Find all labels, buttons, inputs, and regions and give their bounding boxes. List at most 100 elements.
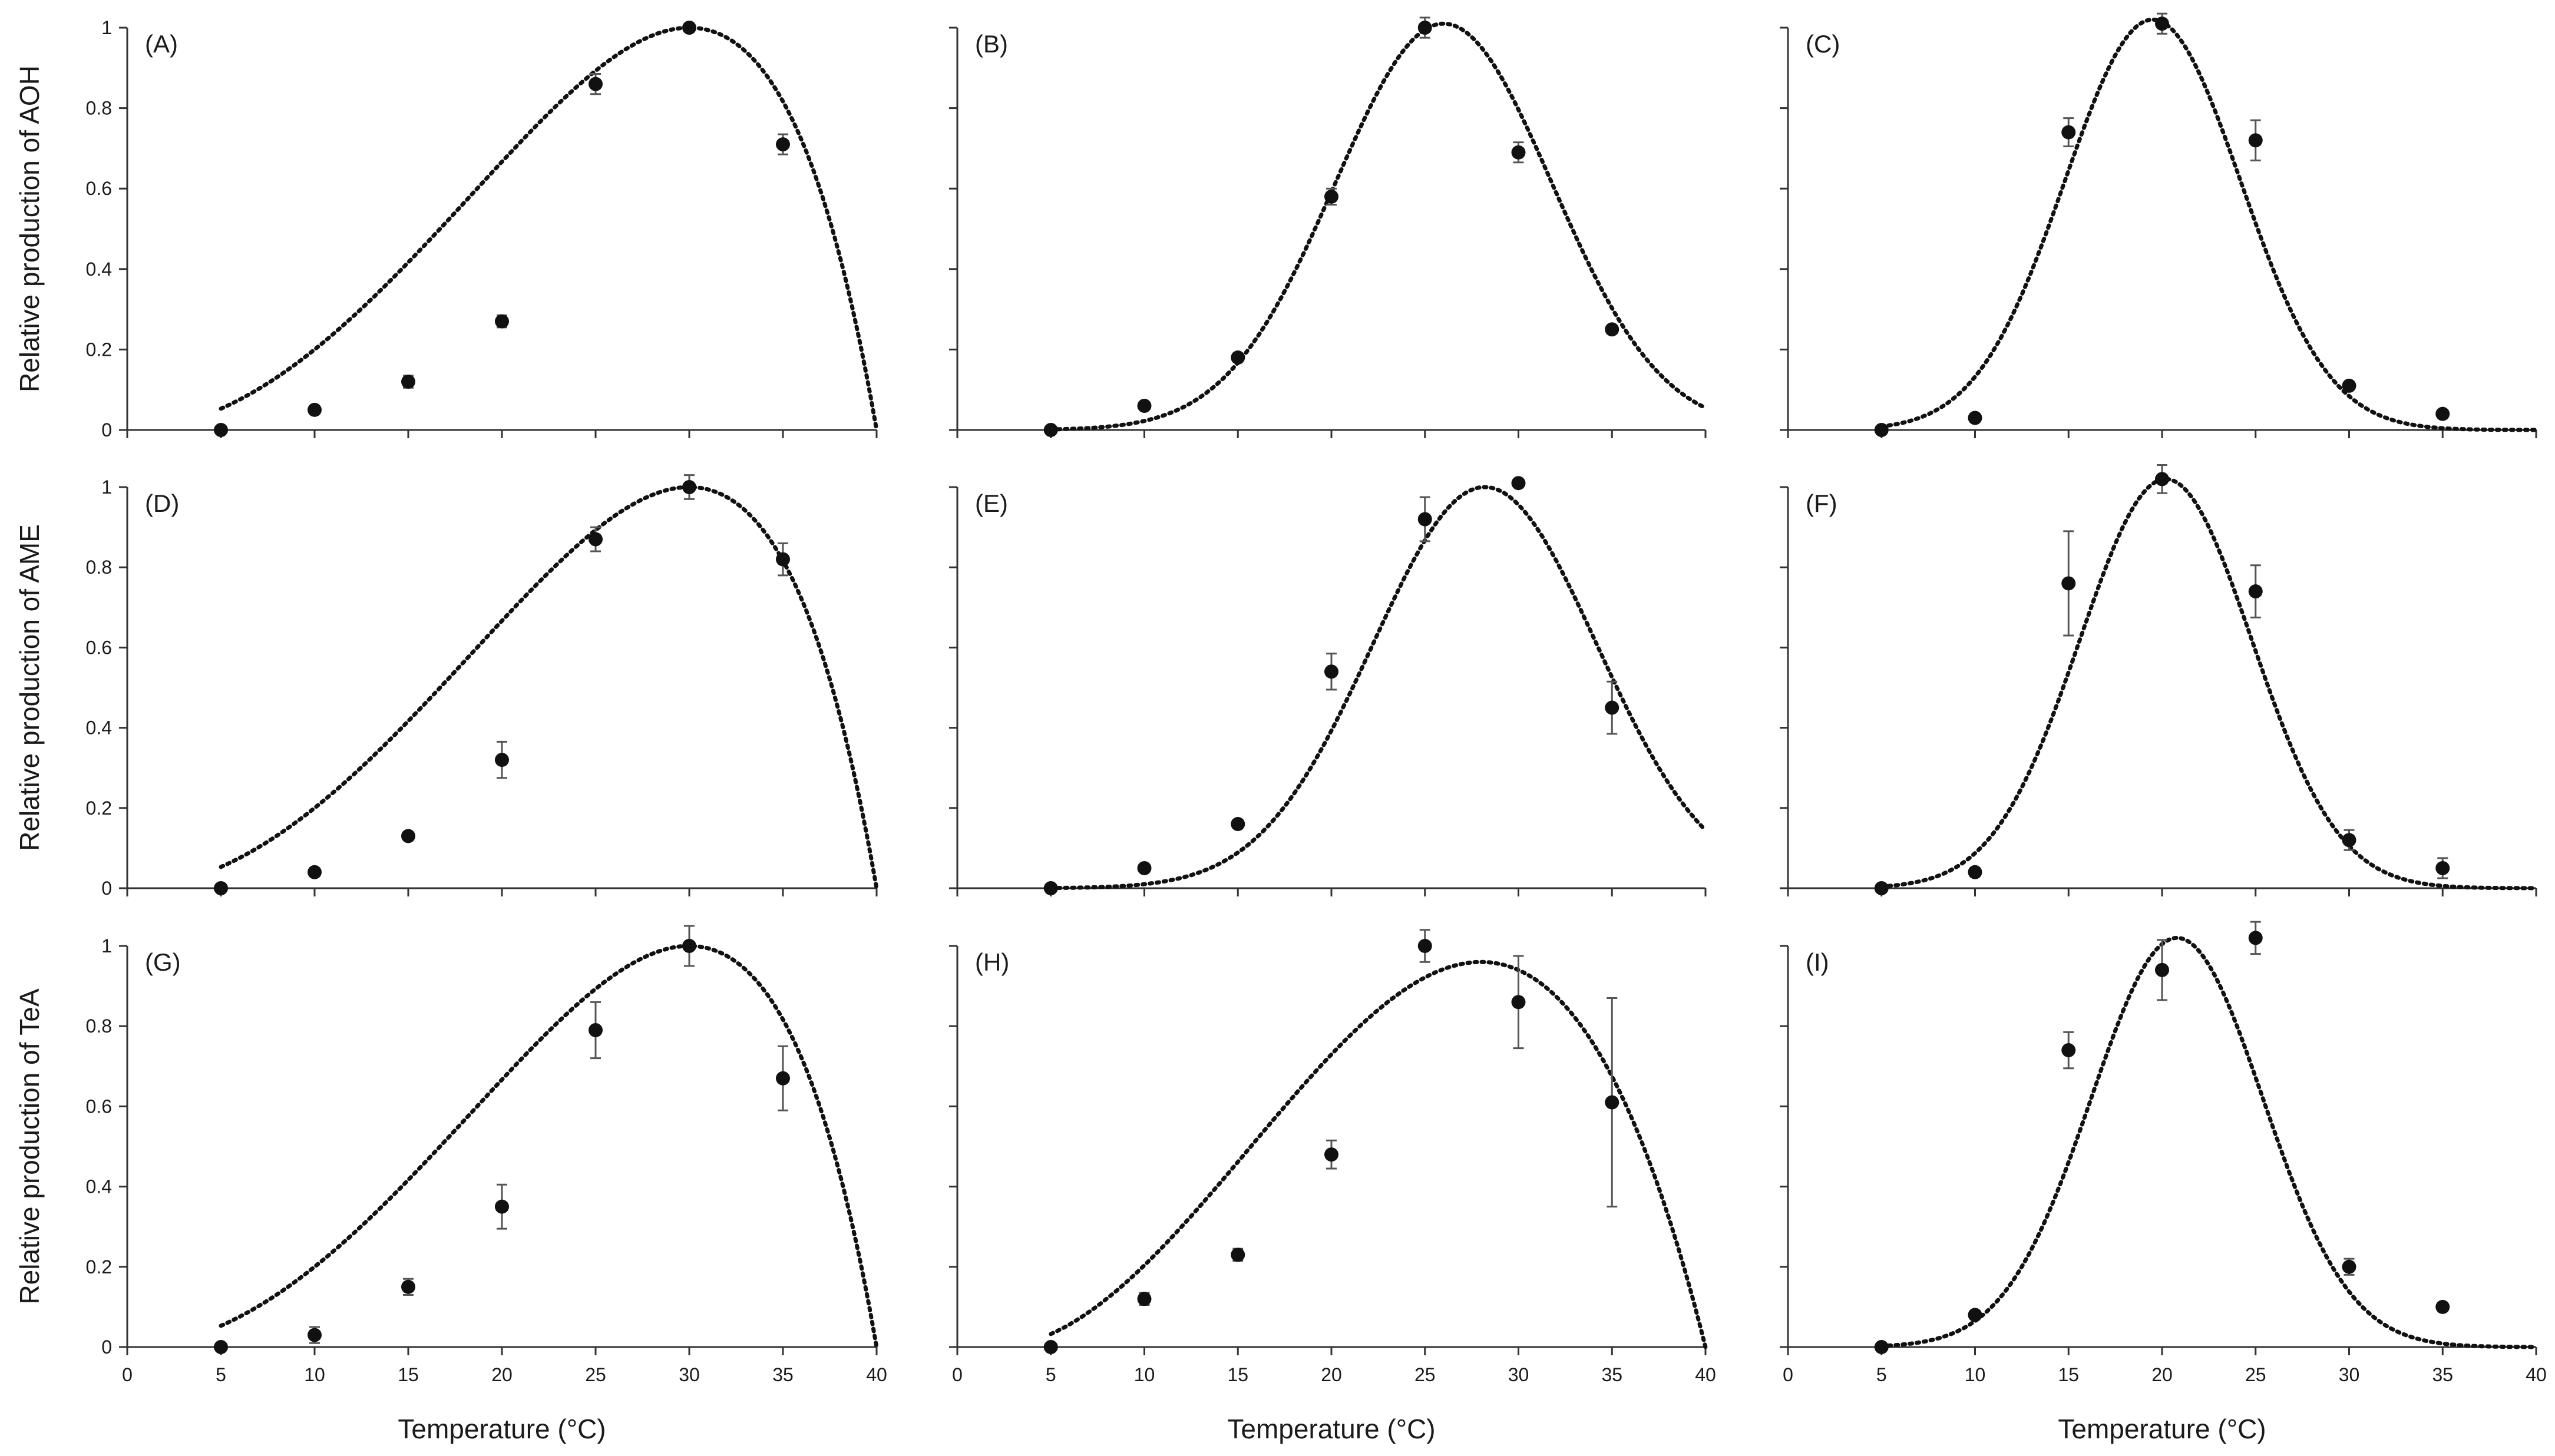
y-axis-title: Relative production of TeA xyxy=(14,988,45,1304)
x-tick-label: 30 xyxy=(679,1364,700,1385)
data-point xyxy=(776,1071,790,1086)
x-tick-label: 20 xyxy=(491,1364,513,1385)
data-point xyxy=(2435,1299,2450,1314)
data-point xyxy=(495,1199,509,1214)
chart-panel-d: 0 0.2 0.4 0.6 0.8 1 (D) xyxy=(86,474,879,899)
y-axis-title: Relative production of AOH xyxy=(14,65,45,392)
data-point xyxy=(2435,406,2450,421)
y-tick-label: 0.8 xyxy=(86,98,112,119)
x-tick-label: 10 xyxy=(304,1364,325,1385)
chart-panel-b: (B) xyxy=(949,16,1708,438)
data-point xyxy=(2342,378,2356,393)
y-tick-label: 0.6 xyxy=(86,1096,112,1117)
panel-label: (D) xyxy=(145,489,179,517)
data-point xyxy=(1043,423,1058,437)
data-point xyxy=(2061,1043,2076,1058)
y-tick-label: 0.4 xyxy=(86,259,112,280)
data-point xyxy=(2155,962,2169,977)
x-tick-label: 40 xyxy=(2526,1364,2547,1385)
fit-curve xyxy=(1049,21,1708,432)
data-point xyxy=(589,77,603,91)
x-tick-label: 10 xyxy=(1134,1364,1155,1385)
data-point xyxy=(495,314,509,329)
fit-curve xyxy=(219,944,879,1349)
fit-curve xyxy=(1049,959,1708,1349)
data-point xyxy=(682,480,696,494)
data-point xyxy=(1511,476,1526,491)
x-axis-title: Temperature (°C) xyxy=(2058,1414,2266,1444)
panel-label: (B) xyxy=(975,30,1008,58)
x-tick-label: 30 xyxy=(2339,1364,2360,1385)
data-point xyxy=(1417,512,1432,527)
x-tick-label: 5 xyxy=(1046,1364,1056,1385)
y-tick-label: 0 xyxy=(101,1336,112,1358)
x-tick-label: 0 xyxy=(952,1364,963,1385)
data-point xyxy=(1511,995,1526,1010)
data-point xyxy=(2061,576,2076,591)
x-tick-label: 25 xyxy=(2245,1364,2266,1385)
data-point xyxy=(1874,881,1889,895)
fit-curve xyxy=(1879,935,2539,1349)
data-point xyxy=(214,1340,228,1354)
x-tick-label: 15 xyxy=(1227,1364,1248,1385)
y-tick-label: 1 xyxy=(101,476,112,498)
data-point xyxy=(1324,664,1338,679)
data-point xyxy=(1874,423,1889,437)
y-tick-label: 1 xyxy=(101,17,112,38)
y-tick-label: 0.6 xyxy=(86,637,112,658)
y-tick-label: 0.2 xyxy=(86,798,112,819)
data-point xyxy=(1137,861,1152,875)
x-tick-label: 35 xyxy=(1601,1364,1622,1385)
y-tick-label: 0 xyxy=(101,419,112,441)
data-point xyxy=(1137,1292,1152,1306)
data-point xyxy=(401,1279,415,1294)
fit-curve xyxy=(1879,17,2539,432)
chart-panel-g: 00.20.40.60.810 5 10 15 20 25 30 35 40(G) xyxy=(86,925,887,1385)
data-point xyxy=(1417,939,1432,953)
x-tick-label: 20 xyxy=(2151,1364,2173,1385)
data-point xyxy=(308,402,322,417)
data-point xyxy=(1605,700,1619,715)
panels-group: 0 0.2 0.4 0.6 0.8 1 (A) (B) (C) 0 0.2 0.4 0.6 0.8 1 (D)… xyxy=(86,12,2547,1385)
chart-panel-i: 0 5 10 15 20 25 30 35 40 (I) xyxy=(1780,921,2547,1385)
data-point xyxy=(2435,861,2450,875)
data-point xyxy=(1231,817,1245,832)
data-point xyxy=(401,829,415,843)
x-tick-label: 40 xyxy=(1695,1364,1716,1385)
panel-label: (I) xyxy=(1806,948,1829,976)
data-point xyxy=(1968,1308,1982,1322)
data-point xyxy=(776,552,790,567)
chart-panel-e: (E) xyxy=(949,476,1708,896)
data-point xyxy=(495,753,509,767)
x-tick-label: 0 xyxy=(1783,1364,1793,1385)
panel-label: (C) xyxy=(1806,30,1840,58)
data-point xyxy=(2155,472,2169,487)
panel-label: (H) xyxy=(975,948,1009,976)
data-point xyxy=(589,1023,603,1038)
data-point xyxy=(1043,881,1058,895)
y-tick-label: 0.6 xyxy=(86,178,112,199)
data-point xyxy=(2342,833,2356,848)
x-axis-title: Temperature (°C) xyxy=(398,1414,606,1444)
data-point xyxy=(682,939,696,953)
data-point xyxy=(1324,1147,1338,1162)
x-tick-label: 20 xyxy=(1321,1364,1342,1385)
data-point xyxy=(1968,411,1982,425)
data-point xyxy=(2248,133,2263,148)
panel-label: (A) xyxy=(145,30,178,58)
x-tick-label: 15 xyxy=(398,1364,419,1385)
y-tick-label: 0.8 xyxy=(86,1015,112,1037)
data-point xyxy=(2342,1259,2356,1274)
data-point xyxy=(1417,21,1432,35)
data-point xyxy=(2155,16,2169,31)
panel-label: (F) xyxy=(1806,489,1837,517)
y-tick-label: 0 xyxy=(101,878,112,899)
panel-label: (E) xyxy=(975,489,1008,517)
data-point xyxy=(1605,322,1619,337)
y-tick-label: 0.2 xyxy=(86,1256,112,1278)
x-tick-label: 35 xyxy=(2432,1364,2453,1385)
data-point xyxy=(1324,189,1338,204)
data-point xyxy=(682,21,696,35)
y-tick-label: 1 xyxy=(101,935,112,957)
